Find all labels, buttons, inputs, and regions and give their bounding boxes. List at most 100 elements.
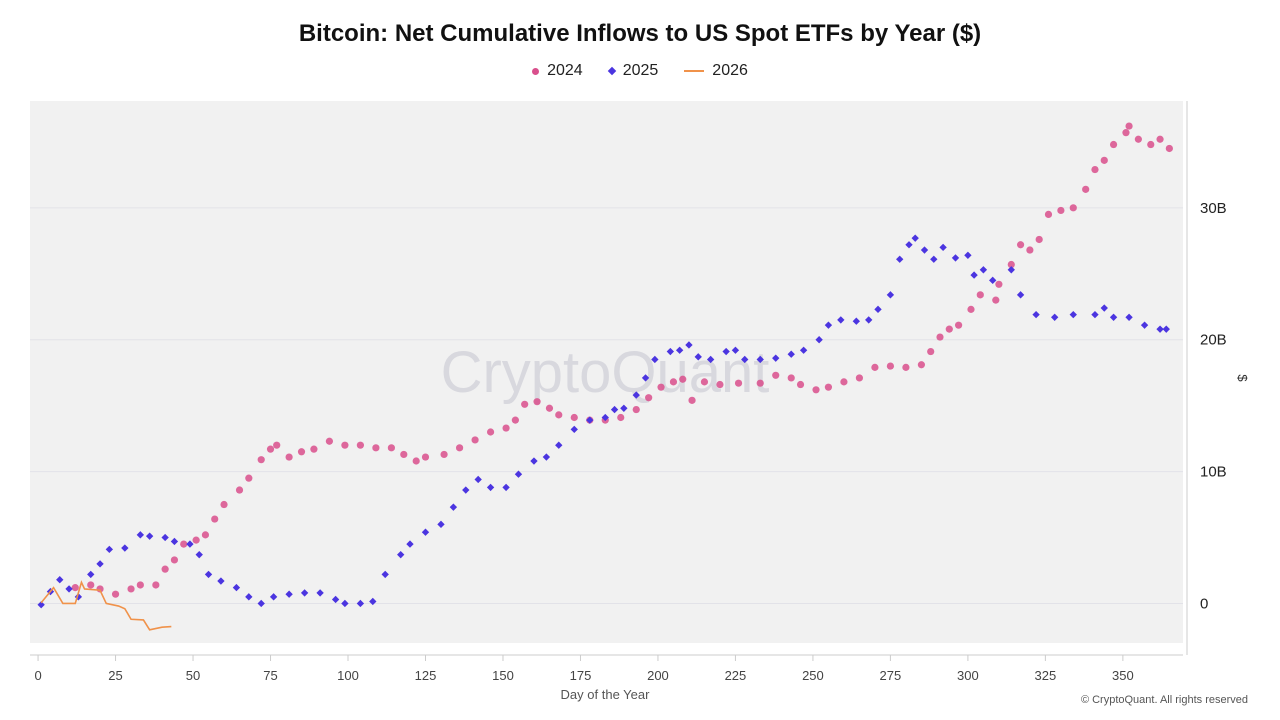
data-point bbox=[927, 347, 935, 356]
data-point bbox=[356, 599, 365, 608]
data-point bbox=[310, 445, 318, 453]
data-point bbox=[976, 291, 984, 299]
data-point bbox=[297, 448, 306, 456]
data-point bbox=[180, 540, 188, 548]
data-point bbox=[939, 243, 947, 252]
data-point bbox=[186, 540, 194, 548]
data-point bbox=[632, 391, 640, 399]
data-point bbox=[1057, 206, 1065, 215]
x-tick-label: 75 bbox=[263, 668, 277, 683]
data-point bbox=[1026, 246, 1034, 254]
data-point bbox=[192, 536, 200, 544]
data-point bbox=[1134, 135, 1142, 143]
data-point bbox=[722, 347, 730, 356]
data-point bbox=[688, 396, 696, 404]
data-point bbox=[545, 404, 554, 412]
data-point bbox=[1035, 235, 1043, 244]
legend-item-2025[interactable]: 2025 bbox=[607, 62, 659, 80]
legend: 2024 2025 2026 bbox=[0, 62, 1280, 80]
data-point bbox=[902, 363, 910, 371]
data-point bbox=[195, 550, 203, 559]
data-point bbox=[325, 437, 334, 445]
data-point bbox=[37, 601, 45, 609]
data-point bbox=[486, 483, 495, 492]
data-point bbox=[666, 347, 675, 356]
x-tick-label: 350 bbox=[1112, 668, 1134, 683]
data-point bbox=[1007, 260, 1015, 269]
data-point bbox=[381, 570, 389, 579]
data-point bbox=[1091, 165, 1099, 174]
data-point bbox=[440, 450, 448, 459]
data-point bbox=[356, 441, 365, 449]
data-point bbox=[601, 413, 609, 422]
data-point bbox=[617, 413, 625, 422]
data-point bbox=[145, 532, 154, 540]
data-point bbox=[257, 599, 265, 608]
data-point bbox=[657, 383, 665, 391]
data-point bbox=[1147, 140, 1155, 149]
data-point bbox=[852, 317, 860, 325]
data-point bbox=[675, 346, 684, 354]
data-point bbox=[217, 577, 225, 585]
data-point bbox=[911, 234, 919, 242]
x-tick-label: 0 bbox=[34, 668, 41, 683]
data-point bbox=[772, 371, 780, 379]
series-2026 bbox=[40, 580, 172, 631]
data-point bbox=[257, 456, 265, 464]
series-line-2026 bbox=[40, 580, 172, 631]
watermark: CryptoQuant bbox=[441, 340, 770, 405]
data-point bbox=[437, 520, 445, 528]
data-point bbox=[995, 280, 1003, 288]
data-point bbox=[651, 355, 659, 364]
data-point bbox=[1069, 204, 1077, 212]
data-point bbox=[152, 581, 160, 589]
x-tick-label: 25 bbox=[108, 668, 122, 683]
data-point bbox=[232, 583, 241, 592]
legend-label: 2025 bbox=[622, 62, 659, 79]
data-point bbox=[406, 540, 414, 548]
data-point bbox=[1100, 156, 1108, 164]
chart-title: Bitcoin: Net Cumulative Inflows to US Sp… bbox=[298, 20, 982, 47]
data-point bbox=[837, 316, 845, 324]
data-point bbox=[1051, 313, 1059, 321]
data-point bbox=[555, 411, 563, 419]
data-point bbox=[1165, 144, 1173, 153]
data-point bbox=[992, 296, 1000, 304]
data-point bbox=[285, 590, 293, 598]
data-point bbox=[945, 325, 953, 333]
data-point bbox=[530, 457, 538, 465]
data-point bbox=[685, 341, 693, 349]
data-point bbox=[620, 404, 628, 412]
data-point bbox=[812, 386, 820, 394]
y-tick-label: 0 bbox=[1200, 595, 1208, 612]
data-point bbox=[706, 355, 715, 364]
data-point bbox=[1122, 129, 1130, 137]
data-point bbox=[700, 378, 709, 386]
legend-item-2026[interactable]: 2026 bbox=[684, 62, 748, 80]
data-point bbox=[235, 486, 244, 494]
y-tick-label: 10B bbox=[1200, 464, 1227, 481]
x-tick-label: 275 bbox=[880, 668, 902, 683]
legend-item-2024[interactable]: 2024 bbox=[532, 62, 583, 80]
data-point bbox=[586, 416, 594, 424]
data-point bbox=[679, 375, 687, 383]
data-point bbox=[486, 428, 495, 436]
data-point bbox=[387, 444, 395, 452]
data-point bbox=[1109, 140, 1118, 149]
data-point bbox=[273, 441, 281, 449]
data-point bbox=[824, 321, 833, 329]
data-point bbox=[474, 475, 482, 484]
data-point bbox=[570, 413, 578, 422]
data-point bbox=[397, 550, 405, 559]
circle-marker-icon bbox=[532, 67, 540, 75]
data-point bbox=[840, 378, 848, 386]
legend-label: 2026 bbox=[712, 62, 748, 79]
data-point bbox=[756, 379, 764, 387]
x-tick-label: 225 bbox=[725, 668, 747, 683]
data-point bbox=[421, 528, 430, 536]
data-point bbox=[954, 321, 963, 329]
data-point bbox=[1100, 304, 1108, 312]
data-point bbox=[87, 581, 95, 589]
legend-label: 2024 bbox=[547, 62, 583, 79]
data-point bbox=[734, 379, 743, 387]
